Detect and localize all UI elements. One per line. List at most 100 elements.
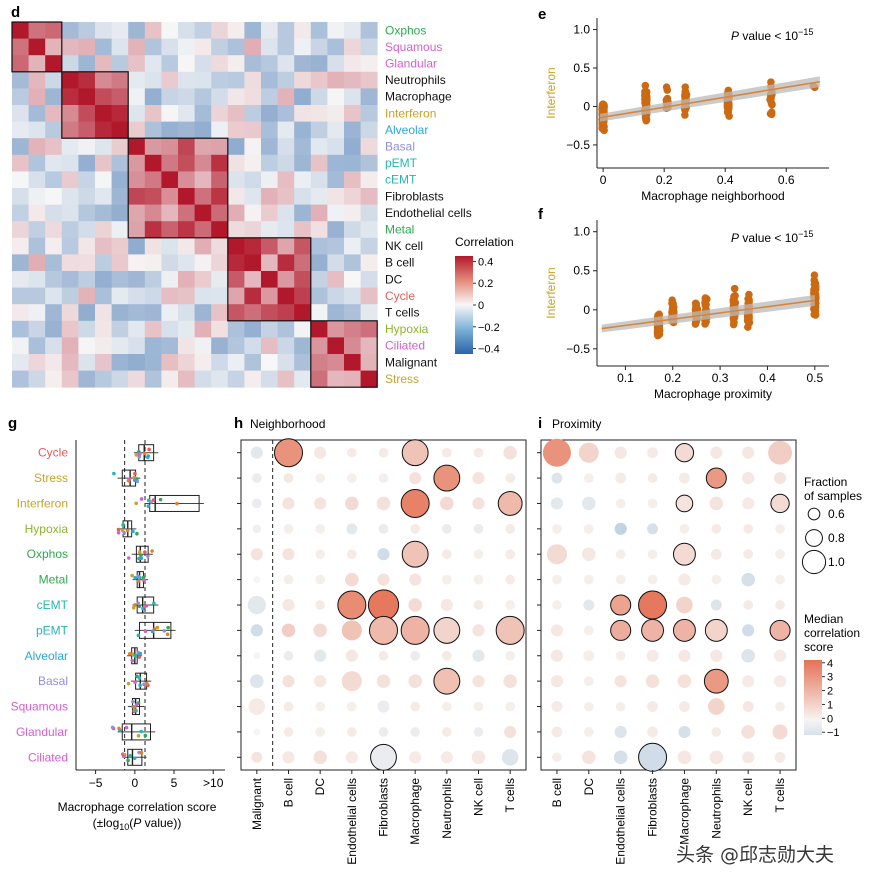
bubble: [473, 523, 484, 534]
heatmap-cell: [144, 71, 162, 89]
bubble: [345, 751, 358, 764]
bubble: [253, 576, 261, 583]
heatmap-cell: [178, 88, 195, 106]
heatmap-cell: [128, 171, 146, 189]
heatmap-cell: [277, 320, 295, 338]
heatmap-cell: [294, 354, 312, 371]
heatmap-cell: [344, 370, 361, 388]
heatmap-cell: [327, 237, 345, 255]
heatmap-cell: [178, 121, 195, 139]
heatmap-cell: [327, 304, 345, 322]
scatter-point: [744, 323, 752, 331]
heatmap-cell: [128, 204, 146, 222]
boxplot-point: [133, 603, 137, 607]
bubble: [283, 650, 294, 661]
heatmap-cell: [211, 221, 229, 239]
heatmap-row-label: DC: [385, 272, 403, 286]
heatmap-cell: [360, 55, 378, 73]
colorbar-ticks: 0.4 0.2 0 −0.2 −0.4: [473, 256, 500, 356]
boxplot-point: [158, 497, 163, 502]
heatmap-cell: [294, 287, 312, 305]
bubble: [433, 464, 461, 492]
heatmap-cell: [45, 188, 63, 205]
heatmap-cell: [12, 88, 29, 106]
heatmap-cell: [95, 337, 112, 355]
panel-e: e 0 0.2 0.4 0.6 1.0 0.5 0 −0.5 Macrophage neighb…: [538, 6, 829, 203]
bubble: [503, 445, 517, 460]
heatmap-cell: [310, 38, 328, 56]
heatmap-cell: [244, 121, 262, 139]
scatter-point: [682, 91, 691, 100]
heatmap-cell: [144, 88, 162, 106]
bubble: [376, 674, 391, 688]
heatmap-cell: [61, 320, 79, 338]
heatmap-cell: [327, 55, 345, 73]
heatmap-cell: [261, 204, 278, 222]
panel-letter-g: g: [8, 415, 17, 432]
x-tick-label: 0.1: [617, 371, 634, 385]
scatter-point: [692, 300, 701, 308]
heatmap-cell: [111, 188, 129, 205]
boxplot-point: [135, 531, 139, 536]
heatmap-cell: [128, 320, 146, 338]
heatmap-row-labels: Oxphos Squamous Glandular Neutrophils Macrop…: [385, 23, 472, 386]
bubble: [250, 624, 263, 637]
heatmap-cell: [61, 271, 79, 288]
size-legend-title-1: Fraction: [804, 475, 847, 489]
bubble: [583, 625, 594, 636]
heatmap-cell: [144, 154, 162, 172]
boxplot-point: [146, 455, 150, 460]
heatmap-cell: [294, 320, 312, 338]
heatmap-cell: [161, 55, 179, 73]
heatmap-cell: [28, 354, 46, 371]
heatmap-cell: [111, 88, 129, 106]
heatmap-cell: [45, 38, 63, 56]
heatmap-cell: [277, 121, 295, 139]
heatmap-cell: [128, 105, 146, 122]
heatmap-cell: [78, 304, 96, 322]
bubble: [505, 473, 516, 483]
heatmap-cell: [227, 320, 245, 338]
heatmap-cell: [211, 304, 229, 322]
bubble: [505, 523, 516, 534]
heatmap-row-label: Squamous: [385, 40, 442, 54]
heatmap-cell: [194, 38, 212, 56]
boxplot-row-label: Metal: [39, 573, 68, 587]
heatmap-cell: [227, 22, 245, 39]
heatmap-cell: [360, 171, 378, 189]
y-tick-label: 1.0: [573, 225, 590, 239]
heatmap-cell: [277, 370, 295, 388]
bubble-column-label: Macrophage: [677, 778, 691, 845]
heatmap-row-label: Oxphos: [385, 23, 426, 37]
boxplot-row-label: Cycle: [38, 446, 68, 460]
x-tick-label: −5: [89, 776, 103, 790]
bubble: [742, 751, 755, 764]
scatter-point: [810, 276, 819, 284]
heatmap-cell: [128, 22, 146, 39]
scatter-point: [642, 115, 651, 124]
heatmap-cell: [294, 38, 312, 56]
heatmap-cell: [360, 287, 378, 305]
heatmap-cell: [28, 138, 46, 156]
heatmap-cell: [227, 105, 245, 122]
boxplot-row-label: cEMT: [37, 598, 69, 612]
heatmap-cell: [310, 55, 328, 73]
heatmap-cell: [227, 154, 245, 172]
bubble: [250, 548, 263, 561]
heatmap-cell: [178, 38, 195, 56]
heatmap-cell: [261, 304, 278, 322]
boxplot-point: [135, 674, 139, 679]
bubble: [678, 649, 691, 662]
x-tick-label: 0: [600, 173, 607, 187]
heatmap-cell: [128, 271, 146, 288]
heatmap-cell: [194, 287, 212, 305]
heatmap-cell: [277, 354, 295, 371]
heatmap-cell: [194, 237, 212, 255]
bubble-column-label: DC: [582, 778, 596, 796]
scatter-point: [766, 109, 775, 118]
scatter-point: [641, 81, 650, 90]
scatter-point: [745, 290, 753, 299]
x-tick-label: 0.4: [759, 371, 776, 385]
heatmap-cell: [344, 88, 361, 106]
heatmap-cell: [261, 354, 278, 371]
